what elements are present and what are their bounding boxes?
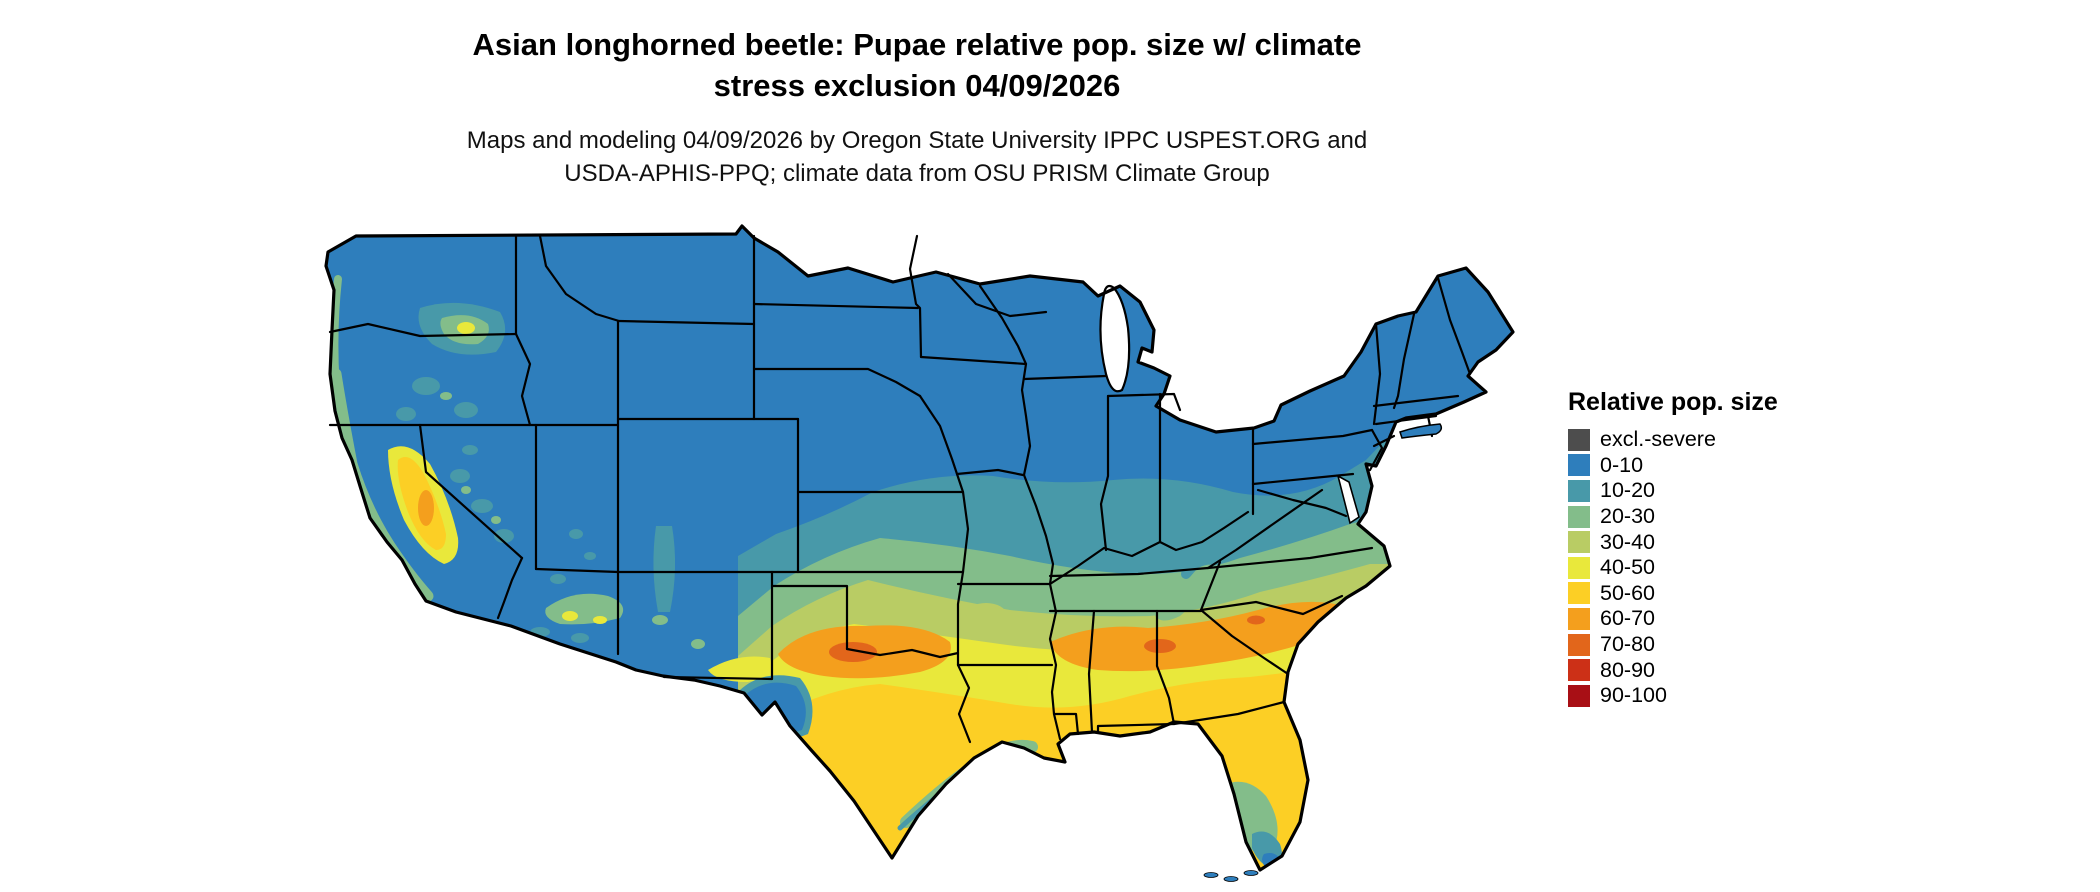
legend-item: 80-90 <box>1568 657 1778 683</box>
legend-swatch <box>1568 556 1590 579</box>
title-line-1: Asian longhorned beetle: Pupae relative … <box>472 27 1362 62</box>
valley-60-70 <box>418 490 434 526</box>
legend-swatch <box>1568 684 1590 707</box>
us-map <box>308 224 1528 884</box>
legend-label: 10-20 <box>1600 478 1655 503</box>
patch-40-50 <box>593 616 607 624</box>
legend-swatch <box>1568 505 1590 528</box>
subtitle-line-2: USDA-APHIS-PPQ; climate data from OSU PR… <box>564 160 1270 187</box>
legend-swatch <box>1568 607 1590 630</box>
key-islet <box>1243 870 1259 876</box>
legend-swatch <box>1568 428 1590 451</box>
legend-item: 70-80 <box>1568 632 1778 658</box>
long-island <box>1399 423 1443 439</box>
legend-label: 70-80 <box>1600 632 1655 657</box>
legend-label: 20-30 <box>1600 504 1655 529</box>
patch-40-50 <box>457 322 475 334</box>
us-border <box>324 224 1515 872</box>
patch-10-20 <box>450 469 470 483</box>
patch-10-20 <box>571 633 589 643</box>
fleck-70-80 <box>1144 639 1176 653</box>
patch-10-20 <box>550 574 566 584</box>
subtitle-line-1: Maps and modeling 04/09/2026 by Oregon S… <box>466 127 1368 154</box>
legend-item: 30-40 <box>1568 529 1778 555</box>
appalachia-20-30 <box>1154 564 1217 621</box>
band-60-70-southeast <box>1050 601 1345 672</box>
patch-20-30 <box>440 392 452 400</box>
patch-40-50 <box>562 611 578 621</box>
legend-item: 0-10 <box>1568 453 1778 479</box>
fleck-70-80 <box>1247 615 1265 625</box>
legend-swatch <box>1568 659 1590 682</box>
bigbend-0-10 <box>743 682 806 733</box>
terrain-patches-southwest <box>530 526 772 682</box>
state-borders <box>328 234 1472 744</box>
legend: Relative pop. size excl.-severe 0-10 10-20… <box>1568 388 1778 709</box>
legend-label: 50-60 <box>1600 580 1655 605</box>
central-valley <box>388 446 459 564</box>
legend-item: 60-70 <box>1568 606 1778 632</box>
legend-swatch <box>1568 582 1590 605</box>
legend-label: 40-50 <box>1600 555 1655 580</box>
legend-swatch <box>1568 454 1590 477</box>
patch-10-20 <box>396 407 416 421</box>
legend-title: Relative pop. size <box>1568 388 1778 416</box>
legend-item: 50-60 <box>1568 581 1778 607</box>
legend-item: 90-100 <box>1568 683 1778 709</box>
legend-item: 40-50 <box>1568 555 1778 581</box>
legend-item: 20-30 <box>1568 504 1778 530</box>
patch-10-20 <box>569 529 583 539</box>
figure-title: Asian longhorned beetle: Pupae relative … <box>0 24 1834 106</box>
title-line-2: stress exclusion 04/09/2026 <box>713 68 1121 103</box>
legend-items: excl.-severe 0-10 10-20 20-30 30-40 40-50 50-6… <box>1568 427 1778 709</box>
patch-20-30 <box>461 486 471 494</box>
patch-10-20 <box>462 445 478 455</box>
band-70-80-flecks <box>829 615 1265 662</box>
chesapeake-bay <box>1336 474 1360 525</box>
legend-label: 0-10 <box>1600 452 1644 477</box>
legend-item: excl.-severe <box>1568 427 1778 453</box>
key-islet <box>1203 872 1219 878</box>
population-raster <box>326 226 1513 870</box>
us-map-svg <box>324 224 1515 882</box>
patch-20-30 <box>691 639 705 649</box>
figure-subtitle: Maps and modeling 04/09/2026 by Oregon S… <box>0 124 1834 190</box>
nm-mountains-10-20 <box>653 526 676 612</box>
legend-swatch <box>1568 633 1590 656</box>
legend-item: 10-20 <box>1568 478 1778 504</box>
patch-10-20 <box>584 552 596 560</box>
legend-label: 60-70 <box>1600 606 1655 631</box>
patch-10-20 <box>454 402 478 418</box>
legend-label: 80-90 <box>1600 657 1655 682</box>
key-islet <box>1223 876 1239 882</box>
legend-label: 30-40 <box>1600 529 1655 554</box>
terrain-patches-northwest <box>396 302 506 421</box>
patch-10-20 <box>471 499 493 513</box>
se-nm-40-50 <box>708 656 772 682</box>
legend-swatch <box>1568 531 1590 554</box>
terrain-patches-greatbasin <box>450 445 596 560</box>
patch-10-20 <box>412 377 440 395</box>
ozark-30-40 <box>966 603 1006 625</box>
legend-swatch <box>1568 479 1590 502</box>
fleck-70-80 <box>829 642 877 662</box>
legend-label: excl.-severe <box>1600 427 1716 452</box>
florida-keys <box>1203 870 1259 882</box>
patch-20-30 <box>491 516 501 524</box>
legend-label: 90-100 <box>1600 683 1667 708</box>
patch-10-20 <box>494 529 514 543</box>
patch-20-30 <box>652 615 668 625</box>
